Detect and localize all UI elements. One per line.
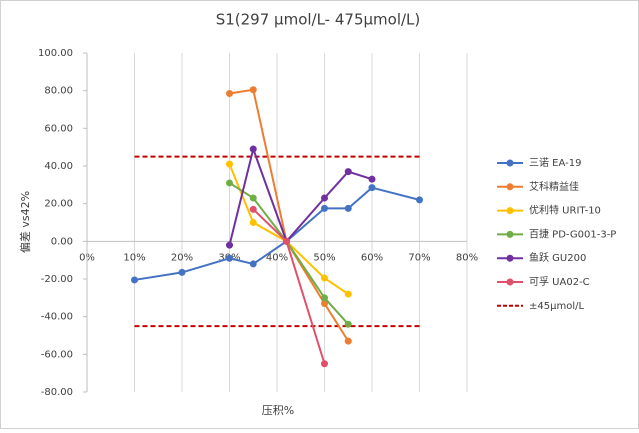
x-tick-label: 50% — [313, 252, 335, 263]
point — [344, 168, 352, 176]
point — [344, 290, 352, 298]
legend-label: 优利特 URIT-10 — [529, 204, 601, 217]
x-tick-label: 40% — [266, 252, 288, 263]
legend-label: 百捷 PD-G001-3-P — [529, 227, 616, 240]
point — [249, 260, 257, 268]
x-axis-label: 压积% — [262, 404, 294, 417]
point — [249, 205, 257, 213]
legend-marker — [506, 159, 514, 167]
legend-label: ±45μmol/L — [529, 301, 584, 312]
y-tick-label: -20.00 — [41, 274, 73, 285]
point — [368, 175, 376, 183]
legend-label: 可孚 UA02-C — [529, 276, 590, 288]
point — [368, 184, 376, 192]
point — [321, 274, 328, 282]
point — [344, 204, 352, 212]
series-line — [228, 145, 373, 246]
point — [249, 145, 257, 153]
point — [321, 360, 328, 368]
y-tick-label: 40.00 — [44, 161, 73, 172]
x-tick-label: 80% — [456, 252, 478, 263]
point — [321, 294, 328, 302]
y-tick-label: 80.00 — [44, 86, 73, 97]
legend-marker — [506, 254, 514, 262]
y-tick-label: 60.00 — [44, 123, 73, 134]
point — [249, 194, 257, 202]
legend-marker — [506, 278, 514, 286]
point — [249, 219, 257, 226]
legend-label: 艾科精益佳 — [529, 180, 579, 193]
point — [283, 237, 290, 245]
legend-marker — [506, 230, 514, 238]
x-tick-label: 20% — [171, 252, 193, 263]
y-axis-label: 偏差 vs42% — [18, 191, 32, 253]
point — [226, 254, 233, 262]
y-tick-label: -60.00 — [41, 349, 73, 360]
point — [416, 196, 423, 204]
point — [249, 86, 257, 94]
point — [321, 299, 328, 307]
point — [226, 160, 233, 168]
x-tick-label: 10% — [123, 252, 145, 263]
legend-marker — [506, 183, 514, 191]
y-tick-label: -80.00 — [41, 387, 73, 398]
y-tick-label: 100.00 — [38, 48, 73, 59]
legend-marker — [506, 207, 514, 215]
point — [131, 276, 138, 284]
point — [226, 89, 233, 97]
x-tick-label: 70% — [408, 252, 430, 263]
point — [321, 204, 328, 212]
y-tick-label: 0.00 — [51, 236, 73, 247]
x-tick-label: 60% — [361, 252, 383, 263]
y-tick-label: -40.00 — [41, 312, 73, 323]
legend-label: 三诺 EA-19 — [529, 157, 581, 169]
point — [344, 337, 352, 345]
point — [321, 194, 328, 202]
chart-title: S1(297 μmol/L- 475μmol/L) — [216, 11, 421, 29]
point — [344, 320, 352, 328]
legend-label: 鱼跃 GU200 — [529, 251, 586, 264]
point — [226, 179, 233, 187]
point — [226, 241, 233, 249]
point — [178, 268, 186, 276]
y-tick-label: 20.00 — [44, 199, 73, 210]
